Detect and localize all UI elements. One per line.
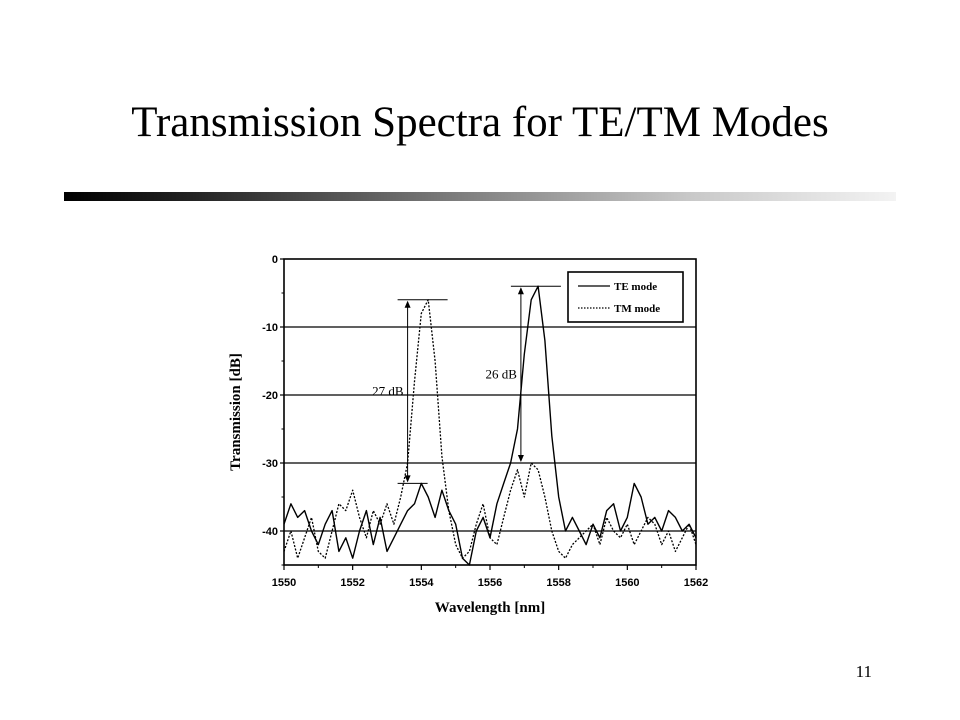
data-lines — [283, 285, 697, 566]
legend-te-label: TE mode — [614, 281, 657, 293]
legend: TE mode TM mode — [567, 271, 684, 323]
x-tick-label: 1554 — [409, 577, 434, 589]
x-tick-label: 1552 — [340, 577, 364, 589]
title-rule — [64, 192, 896, 201]
legend-box — [567, 271, 684, 323]
y-axis-title: Transmission [dB] — [228, 353, 244, 471]
x-tick-label: 1560 — [615, 577, 639, 589]
x-tick-label: 1550 — [272, 577, 296, 589]
tm-mode-line — [283, 299, 697, 559]
y-tick-label: -40 — [262, 526, 278, 538]
legend-tm-label: TM mode — [614, 303, 660, 315]
y-tick-label: -10 — [262, 322, 278, 334]
annotation-label: 27 dB — [372, 384, 404, 399]
te-mode-line — [283, 285, 697, 566]
slide-title: Transmission Spectra for TE/TM Modes — [131, 99, 829, 146]
x-tick-label: 1562 — [684, 577, 708, 589]
x-axis-title: Wavelength [nm] — [435, 600, 545, 616]
axis-ticks: 0 -10 -20 -30 -40 1550 1552 1554 1556 1558 1560 156… — [262, 254, 708, 589]
x-tick-label: 1558 — [546, 577, 570, 589]
annotation-arrowhead-down — [517, 455, 524, 462]
annotation-arrowhead-up — [404, 300, 411, 308]
y-tick-label: -30 — [262, 458, 278, 470]
y-tick-label: -20 — [262, 390, 278, 402]
annotations: 27 dB 26 dB — [372, 285, 561, 484]
annotation-label: 26 dB — [485, 367, 517, 382]
page-number: 11 — [855, 662, 872, 681]
annotation-arrowhead-up — [517, 287, 524, 295]
annotation-arrowhead-down — [404, 475, 411, 483]
x-tick-label: 1556 — [478, 577, 502, 589]
grid-lines — [284, 326, 696, 532]
y-tick-label: 0 — [272, 254, 278, 266]
